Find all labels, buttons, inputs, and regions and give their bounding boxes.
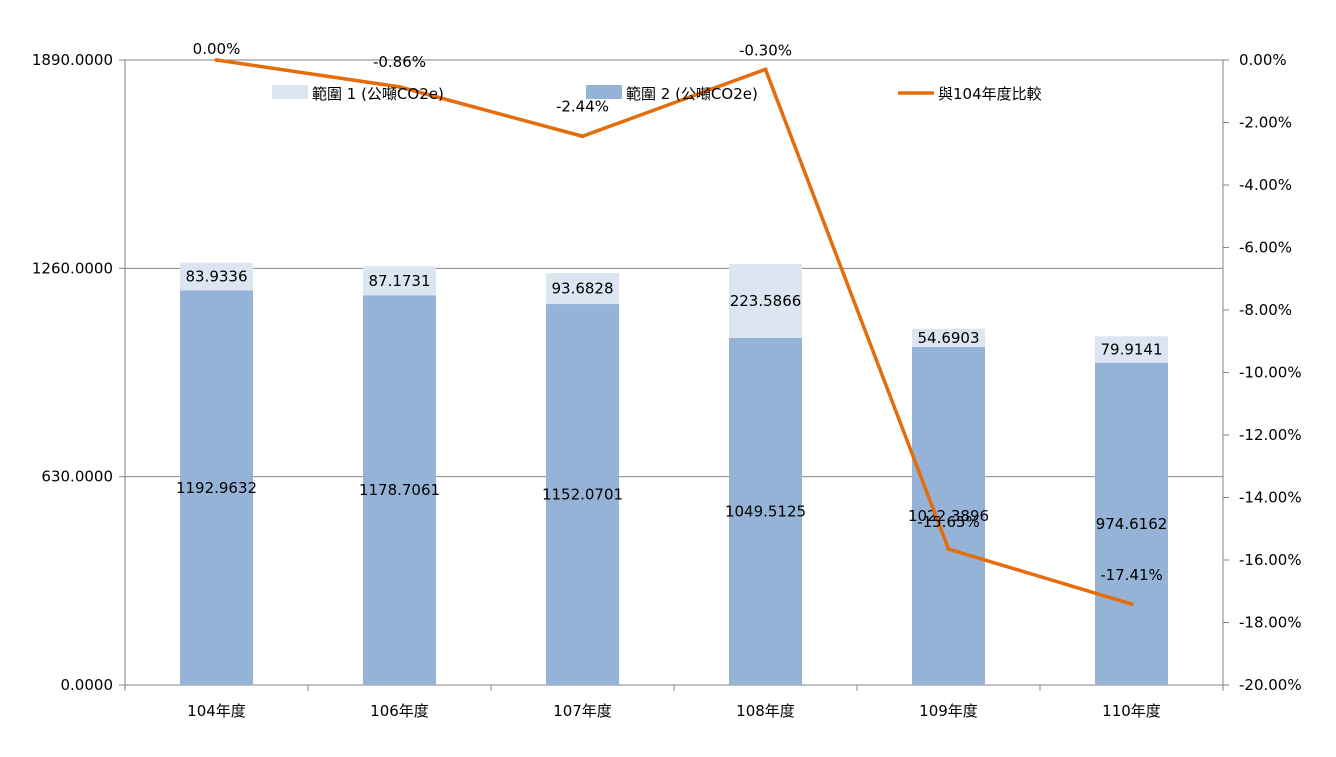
legend-label: 範圍 1 (公噸CO2e): [312, 85, 444, 103]
legend-swatch: [586, 85, 622, 99]
bar-scope2[interactable]: [729, 337, 802, 685]
data-label-scope1: 79.9141: [1100, 340, 1162, 358]
bar-scope1[interactable]: [546, 273, 619, 305]
bar-scope2[interactable]: [1095, 362, 1168, 685]
right-tick-label: -14.00%: [1239, 489, 1302, 507]
right-tick-label: -2.00%: [1239, 114, 1292, 132]
line-point[interactable]: [580, 134, 585, 139]
line-point[interactable]: [1129, 602, 1134, 607]
data-label-comparison: -0.86%: [373, 53, 426, 71]
x-tick-label: 106年度: [370, 702, 429, 720]
data-label-comparison: -0.30%: [739, 41, 792, 59]
left-tick-label: 0.0000: [61, 676, 114, 694]
data-label-scope2: 1022.3896: [908, 507, 989, 525]
right-tick-label: -16.00%: [1239, 551, 1302, 569]
bar-scope1[interactable]: [912, 328, 985, 347]
data-label-scope1: 83.9336: [185, 268, 247, 286]
data-label-comparison: -17.41%: [1100, 566, 1163, 584]
bar-scope2[interactable]: [912, 346, 985, 685]
data-label-scope2: 1192.9632: [176, 479, 257, 497]
x-tick-label: 110年度: [1102, 702, 1161, 720]
right-tick-label: -12.00%: [1239, 426, 1302, 444]
left-tick-label: 1260.0000: [32, 259, 113, 277]
data-label-scope2: 1152.0701: [542, 486, 623, 504]
data-label-scope2: 1049.5125: [725, 502, 806, 520]
bar-scope2[interactable]: [180, 290, 253, 685]
left-tick-label: 630.0000: [41, 468, 113, 486]
data-label-scope1: 87.1731: [368, 272, 430, 290]
data-label-scope2: 1178.7061: [359, 481, 440, 499]
bar-scope2[interactable]: [363, 295, 436, 685]
line-point[interactable]: [214, 58, 219, 62]
bar-scope1[interactable]: [180, 262, 253, 291]
x-tick-label: 107年度: [553, 702, 612, 720]
data-label-comparison: -2.44%: [556, 97, 609, 115]
left-tick-label: 1890.0000: [32, 51, 113, 69]
line-point[interactable]: [763, 67, 768, 72]
bar-scope1[interactable]: [1095, 336, 1168, 363]
line-point[interactable]: [397, 84, 402, 89]
x-tick-label: 108年度: [736, 702, 795, 720]
x-tick-label: 109年度: [919, 702, 978, 720]
legend-label: 與104年度比較: [938, 85, 1042, 103]
right-tick-label: -10.00%: [1239, 364, 1302, 382]
data-label-scope1: 93.6828: [551, 280, 613, 298]
bar-scope1[interactable]: [363, 266, 436, 296]
data-label-comparison: -15.65%: [917, 513, 980, 531]
data-label-scope1: 223.5866: [730, 292, 802, 310]
right-tick-label: 0.00%: [1239, 51, 1287, 69]
bar-scope1[interactable]: [729, 264, 802, 338]
right-tick-label: -6.00%: [1239, 239, 1292, 257]
right-tick-label: -8.00%: [1239, 301, 1292, 319]
x-tick-label: 104年度: [187, 702, 246, 720]
data-label-scope1: 54.6903: [917, 329, 979, 347]
data-label-comparison: 0.00%: [193, 40, 241, 58]
bar-scope2[interactable]: [546, 304, 619, 685]
line-series-comparison[interactable]: [216, 58, 1133, 606]
legend-swatch: [272, 85, 308, 99]
line-point[interactable]: [946, 547, 951, 552]
data-label-scope2: 974.6162: [1096, 515, 1168, 533]
right-tick-label: -20.00%: [1239, 676, 1302, 694]
legend-label: 範圍 2 (公噸CO2e): [626, 85, 758, 103]
right-tick-label: -18.00%: [1239, 614, 1302, 632]
right-tick-label: -4.00%: [1239, 176, 1292, 194]
